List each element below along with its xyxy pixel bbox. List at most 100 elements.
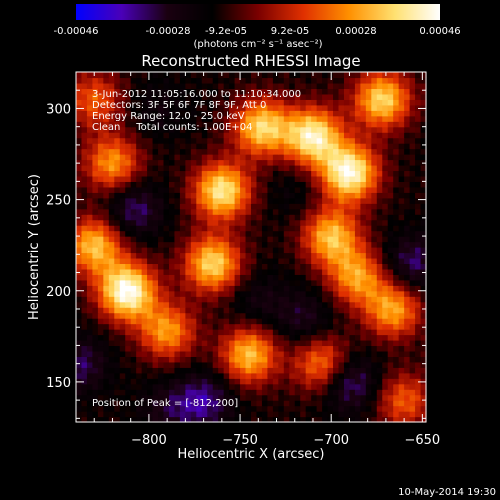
heatmap-cell [76,389,83,396]
heatmap-cell [245,372,252,379]
heatmap-cell [218,82,225,90]
heatmap-cell [294,241,301,248]
heatmap-cell [404,312,411,319]
heatmap-cell [294,400,301,407]
heatmap-cell [240,296,247,303]
heatmap-cell [201,274,208,281]
heatmap-cell [338,148,345,155]
heatmap-cell [185,192,192,199]
heatmap-cell [360,208,367,215]
heatmap-cell [305,405,312,412]
heatmap-cell [272,236,279,243]
heatmap-cell [256,164,263,172]
heatmap-cell [86,252,94,259]
heatmap-cell [201,372,208,379]
heatmap-cell [327,148,334,155]
heatmap-cell [294,208,301,215]
heatmap-cell [278,247,285,254]
heatmap-cell [338,378,345,385]
heatmap-cell [179,263,186,270]
heatmap-cell [322,257,329,265]
heatmap-cell [294,110,301,117]
heatmap-cell [229,203,236,210]
heatmap-cell [147,356,154,363]
heatmap-cell [409,389,416,396]
heatmap-cell [152,143,159,150]
heatmap-cell [103,350,110,357]
heatmap-cell [245,126,252,133]
heatmap-cell [272,247,279,254]
heatmap-cell [136,263,143,270]
heatmap-cell [251,241,258,248]
heatmap-cell [81,148,88,155]
heatmap-cell [251,104,258,111]
heatmap-cell [382,285,389,292]
heatmap-cell [404,274,411,281]
heatmap-cell [81,257,88,265]
heatmap-cell [251,257,258,265]
heatmap-cell [251,77,258,84]
heatmap-cell [316,279,323,286]
heatmap-cell [387,159,394,166]
heatmap-cell [223,372,230,379]
heatmap-cell [261,257,269,265]
heatmap-cell [261,219,269,226]
heatmap-cell [256,405,263,412]
heatmap-cell [158,318,165,325]
heatmap-cell [103,154,110,161]
heatmap-cell [376,203,383,210]
heatmap-cell [393,400,400,407]
heatmap-cell [272,241,279,248]
heatmap-cell [218,241,225,248]
heatmap-cell [141,296,148,303]
heatmap-cell [349,290,356,297]
heatmap-cell [365,154,372,161]
heatmap-cell [354,312,361,319]
heatmap-cell [81,405,88,412]
heatmap-cell [305,104,312,111]
heatmap-cell [376,164,383,172]
heatmap-cell [420,356,427,363]
heatmap-cell [327,121,334,128]
heatmap-cell [409,252,416,259]
heatmap-cell [196,181,203,188]
heatmap-cell [234,143,241,150]
heatmap-cell [322,225,329,232]
heatmap-cell [371,137,378,144]
heatmap-cell [393,307,400,314]
heatmap-cell [354,230,361,237]
heatmap-cell [229,312,236,319]
heatmap-cell [196,154,203,161]
heatmap-cell [212,99,219,106]
heatmap-cell [371,186,378,193]
heatmap-cell [251,214,258,221]
heatmap-cell [322,285,329,292]
heatmap-cell [316,208,323,215]
heatmap-cell [141,394,148,401]
heatmap-cell [300,82,307,90]
heatmap-cell [201,400,208,407]
heatmap-cell [272,285,279,292]
heatmap-cell [196,99,203,106]
heatmap-cell [393,405,400,412]
heatmap-cell [158,241,165,248]
heatmap-cell [327,307,334,314]
heatmap-cell [174,236,181,243]
heatmap-cell [114,110,121,117]
heatmap-cell [360,411,367,418]
heatmap-cell [158,307,165,314]
heatmap-cell [283,263,290,270]
heatmap-cell [300,416,307,423]
heatmap-cell [322,318,329,325]
heatmap-cell [174,186,181,193]
heatmap-cell [354,356,361,363]
heatmap-cell [289,72,296,79]
heatmap-cell [382,345,389,352]
heatmap-cell [97,104,104,111]
heatmap-cell [119,339,126,347]
heatmap-cell [185,307,192,314]
heatmap-cell [311,339,318,347]
heatmap-cell [327,197,334,204]
heatmap-cell [174,208,181,215]
heatmap-cell [371,225,378,232]
